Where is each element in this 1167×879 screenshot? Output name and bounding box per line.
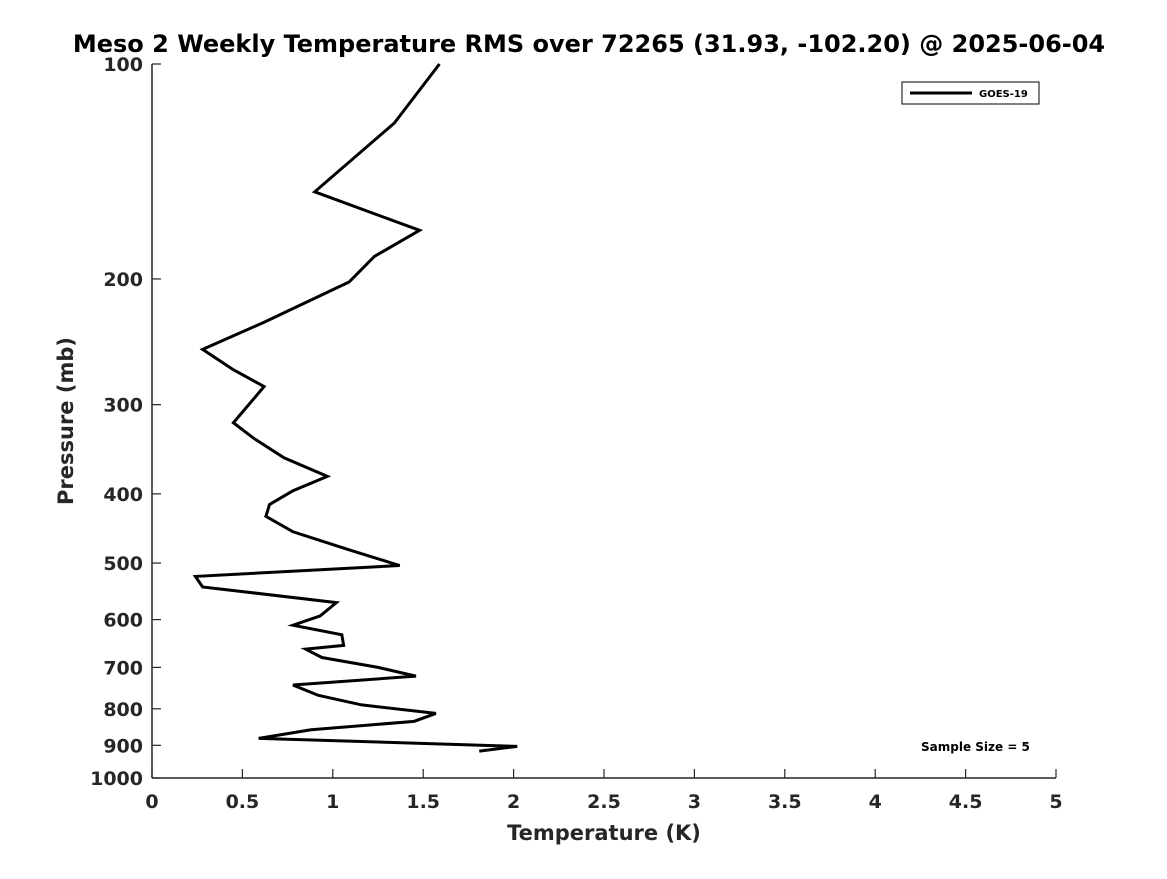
x-tick-label: 2 — [507, 791, 520, 813]
y-tick-label: 400 — [103, 484, 143, 506]
y-tick-label: 200 — [103, 269, 143, 291]
y-tick-label: 700 — [103, 657, 143, 679]
x-tick-label: 2.5 — [587, 791, 621, 813]
y-tick-label: 900 — [103, 735, 143, 757]
y-ticks: 100 200 300 400 500 600 700 800 900 1000 — [90, 54, 161, 790]
legend-label-goes-19: GOES-19 — [979, 89, 1028, 100]
x-tick-label: 0.5 — [226, 791, 260, 813]
y-tick-label: 800 — [103, 699, 143, 721]
chart-title: Meso 2 Weekly Temperature RMS over 72265… — [73, 30, 1105, 58]
x-tick-label: 3 — [688, 791, 701, 813]
axes — [151, 64, 1056, 779]
series-group — [192, 63, 518, 753]
y-tick-label: 1000 — [90, 768, 143, 790]
x-tick-label: 0 — [145, 791, 158, 813]
x-tick-label: 5 — [1049, 791, 1062, 813]
y-axis-label: Pressure (mb) — [54, 337, 78, 505]
series-line-goes-19 — [192, 63, 518, 753]
x-tick-label: 4 — [869, 791, 882, 813]
sample-size-annotation: Sample Size = 5 — [921, 740, 1030, 754]
x-tick-label: 1 — [326, 791, 339, 813]
y-tick-label: 500 — [103, 553, 143, 575]
x-tick-label: 1.5 — [406, 791, 440, 813]
x-tick-label: 4.5 — [949, 791, 983, 813]
y-tick-label: 300 — [103, 395, 143, 417]
legend: GOES-19 — [901, 81, 1040, 105]
x-axis-label: Temperature (K) — [507, 821, 701, 845]
y-tick-label: 600 — [103, 610, 143, 632]
x-tick-label: 3.5 — [768, 791, 802, 813]
x-ticks: 0 0.5 1 1.5 2 2.5 3 3.5 4 4.5 5 — [145, 769, 1063, 813]
y-tick-label: 100 — [103, 54, 143, 76]
